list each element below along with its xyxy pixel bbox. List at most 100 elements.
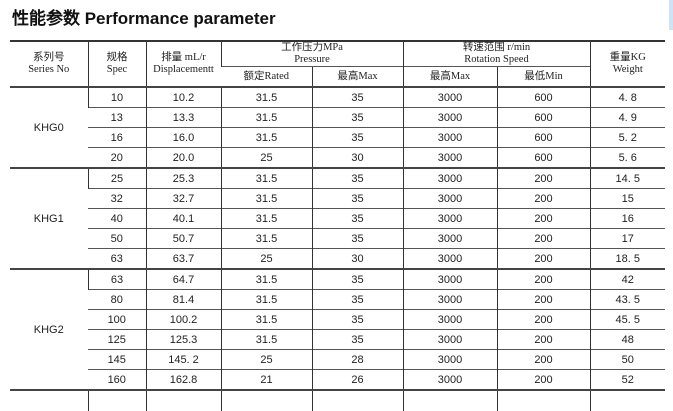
table-cell: 40.1 [145,208,221,229]
table-cell: 45. 5 [589,309,665,330]
table-cell: 3000 [402,349,497,370]
table-cell: 31.5 [220,268,312,290]
empty-cell [402,389,497,411]
header-weight: 重量KG Weight [589,40,665,87]
table-cell: 17 [589,228,665,249]
table-cell: 3000 [402,228,497,249]
table-cell: 28 [311,349,403,370]
series-cell: KHG0 [10,86,88,168]
table-cell: 64.7 [145,268,221,290]
table-cell: 600 [496,107,590,128]
table-cell: 26 [311,369,403,390]
table-cell: 31.5 [220,309,312,330]
header-spec: 规格 Spec [87,40,146,87]
table-cell: 21 [220,369,312,390]
table-cell: 52 [589,369,665,390]
empty-cell [220,389,312,411]
header-displacement: 排量 mL/r Displacementt [145,40,221,87]
table-row: KHG0 10 10.2 31.5 35 3000 600 4. 8 [10,86,665,168]
table-row: 13 13.3 31.5 35 3000 600 4. 9 [10,107,665,128]
table-cell: 35 [311,167,403,189]
table-cell: 13.3 [145,107,221,128]
table-cell: 31.5 [220,208,312,229]
table-row: 40 40.1 31.5 35 3000 200 16 [10,208,665,229]
table-cell: 125.3 [145,329,221,350]
table-cell: 200 [496,349,590,370]
table-cell: 16 [88,127,146,148]
table-cell: 200 [496,248,590,269]
table-cell: 35 [311,228,403,249]
empty-cell [496,389,590,411]
table-cell: 16 [589,208,665,229]
table-cell: 35 [311,309,403,330]
window-edge [669,0,673,30]
table-cell: 3000 [402,208,497,229]
series-cell: KHG1 [10,167,88,269]
table-cell: 162.8 [145,369,221,390]
table-cell: 3000 [402,127,497,148]
table-cell: 3000 [402,309,497,330]
table-cell: 100.2 [145,309,221,330]
table-cell: 200 [496,188,590,209]
table-row: 63 63.7 25 30 3000 200 18. 5 [10,248,665,269]
table-cell: 3000 [402,107,497,128]
table-cell: 200 [496,309,590,330]
table-cell: 50 [88,228,146,249]
table-row: 80 81.4 31.5 35 3000 200 43. 5 [10,289,665,310]
table-cell: 200 [496,208,590,229]
table-cell: 32.7 [145,188,221,209]
table-cell: 125 [88,329,146,350]
table-cell: 3000 [402,188,497,209]
table-cell: 35 [311,208,403,229]
table-cell: 145. 2 [145,349,221,370]
table-cell: 31.5 [220,228,312,249]
table-cell: 160 [88,369,146,390]
empty-cell [87,389,146,411]
table-cell: 35 [311,107,403,128]
table-row: 160 162.8 21 26 3000 200 52 [10,369,665,390]
table-cell: 30 [311,248,403,269]
table-cell: 14. 5 [589,167,665,189]
header-pressure-rated: 额定Rated [221,66,312,87]
table-cell: 25 [220,349,312,370]
table-cell: 42 [589,268,665,290]
header-pressure: 工作压力MPa Pressure [220,40,403,67]
table-cell: 25 [220,147,312,168]
table-cell: 200 [496,228,590,249]
table-cell: 35 [311,127,403,148]
table-cell: 32 [88,188,146,209]
table-row: 50 50.7 31.5 35 3000 200 17 [10,228,665,249]
table-cell: 31.5 [220,127,312,148]
table-cell: 81.4 [145,289,221,310]
table-row: 145 145. 2 25 28 3000 200 50 [10,349,665,370]
header-series: 系列号 Series No [10,40,88,87]
table-cell: 35 [311,268,403,290]
table-cell: 31.5 [220,107,312,128]
table-cell: 18. 5 [589,248,665,269]
table-cell: 3000 [402,329,497,350]
table-cell: 5. 2 [589,127,665,148]
empty-cell [311,389,403,411]
performance-table: 系列号 Series No 规格 Spec 排量 mL/r Displacementt… [10,40,665,411]
table-cell: 43. 5 [589,289,665,310]
header-speed: 转速范围 r/min Rotation Speed [402,40,590,67]
table-row: 16 16.0 31.5 35 3000 600 5. 2 [10,127,665,148]
table-cell: 35 [311,329,403,350]
table-row: KHG2 63 64.7 31.5 35 3000 200 42 [10,268,665,390]
table-cell: 15 [589,188,665,209]
table-cell: 31.5 [220,289,312,310]
table-cell: 80 [88,289,146,310]
series-cell: KHG2 [10,268,88,390]
table-cell: 100 [88,309,146,330]
table-cell: 40 [88,208,146,229]
table-cell: 3000 [402,268,497,290]
table-cell: 10.2 [145,86,221,108]
table-cell: 20 [88,147,146,168]
table-cell: 30 [311,147,403,168]
table-cell: 25 [87,167,146,189]
table-cell: 3000 [402,289,497,310]
table-row: 32 32.7 31.5 35 3000 200 15 [10,188,665,209]
table-cell: 13 [88,107,146,128]
table-cell: 200 [496,329,590,350]
table-cell: 4. 8 [589,86,665,108]
